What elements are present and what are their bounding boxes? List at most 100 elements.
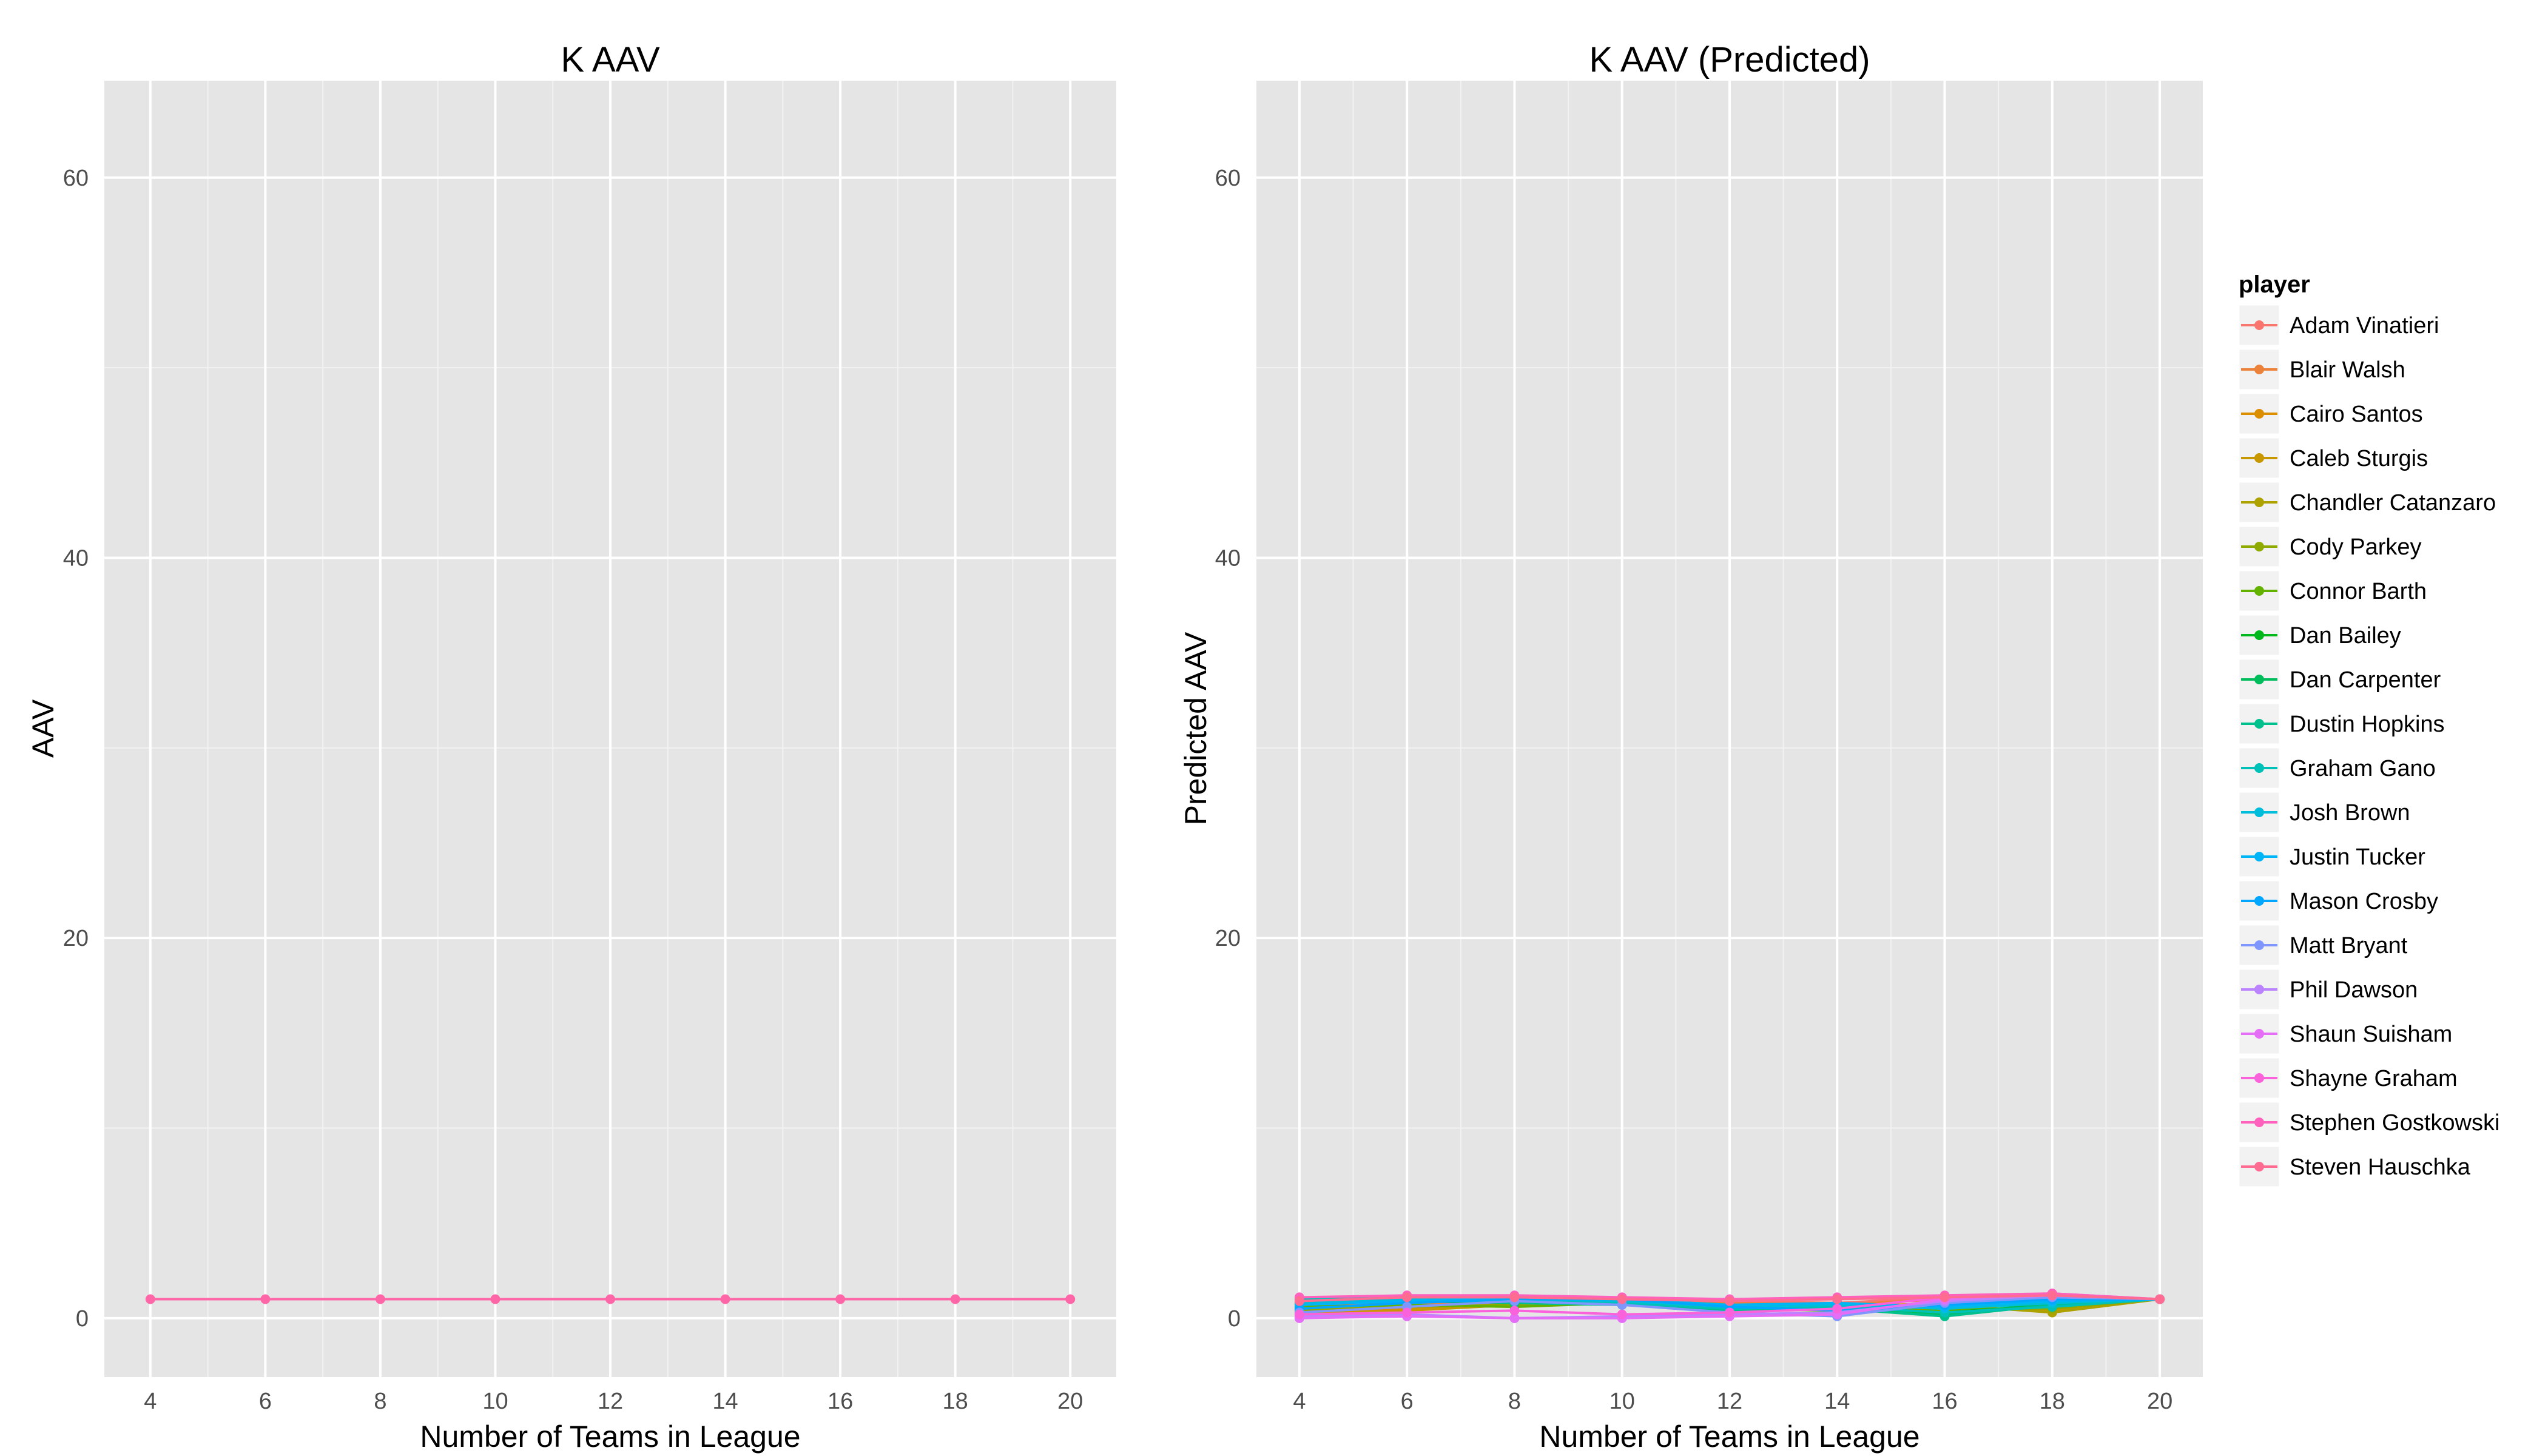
legend-key-point <box>2254 1117 2264 1127</box>
legend-label: Mason Crosby <box>2290 889 2438 914</box>
data-point <box>2047 1290 2057 1301</box>
legend-item: Blair Walsh <box>2237 348 2405 391</box>
y-tick-label: 60 <box>63 166 89 191</box>
legend-key-point <box>2254 1073 2264 1083</box>
legend-label: Dan Carpenter <box>2290 667 2441 693</box>
data-point <box>1294 1296 1304 1306</box>
y-tick-label: 0 <box>76 1306 89 1332</box>
legend-item: Chandler Catanzaro <box>2237 480 2496 524</box>
x-tick-label: 6 <box>1401 1389 1414 1414</box>
x-tick-label: 10 <box>1609 1389 1635 1414</box>
data-point <box>835 1294 846 1304</box>
data-point <box>1832 1304 1842 1314</box>
legend-key-point <box>2254 719 2264 729</box>
legend-item: Dan Bailey <box>2237 613 2401 657</box>
legend-label: Phil Dawson <box>2290 977 2418 1003</box>
data-point <box>2155 1294 2165 1304</box>
y-axis-title: Predicted AAV <box>1179 632 1213 825</box>
legend-label: Dustin Hopkins <box>2290 712 2445 737</box>
data-point <box>605 1294 615 1304</box>
legend-item: Caleb Sturgis <box>2237 436 2428 480</box>
x-tick-label: 6 <box>259 1389 272 1414</box>
legend-title: player <box>2239 271 2310 298</box>
x-tick-label: 18 <box>942 1389 968 1414</box>
legend-key-point <box>2254 896 2264 906</box>
legend-label: Dan Bailey <box>2290 623 2401 649</box>
data-point <box>1725 1296 1734 1306</box>
legend-label: Shayne Graham <box>2290 1066 2458 1091</box>
legend-label: Caleb Sturgis <box>2290 446 2428 471</box>
legend-item: Josh Brown <box>2237 790 2410 834</box>
legend-key-point <box>2254 1162 2264 1171</box>
x-tick-label: 4 <box>1293 1389 1306 1414</box>
series-layer <box>145 1294 1076 1304</box>
chart-title: K AAV <box>561 40 660 79</box>
legend-item: Stephen Gostkowski <box>2237 1100 2499 1144</box>
legend-key-point <box>2254 1029 2264 1039</box>
legend-item: Dustin Hopkins <box>2237 702 2445 746</box>
x-tick-label: 20 <box>2147 1389 2172 1414</box>
legend-label: Steven Hauschka <box>2290 1154 2471 1180</box>
data-point <box>1617 1294 1627 1304</box>
x-tick-label: 4 <box>144 1389 157 1414</box>
x-axis-title: Number of Teams in League <box>1539 1420 1919 1454</box>
legend-item: Cody Parkey <box>2237 525 2422 568</box>
x-tick-label: 12 <box>598 1389 623 1414</box>
y-tick-label: 40 <box>1215 545 1241 571</box>
data-point <box>1509 1313 1520 1323</box>
data-point <box>1065 1294 1076 1304</box>
gridlines <box>104 81 1116 1377</box>
y-tick-label: 60 <box>1215 166 1241 191</box>
legend-label: Shaun Suisham <box>2290 1022 2452 1047</box>
data-point <box>950 1294 960 1304</box>
data-point <box>1725 1307 1734 1318</box>
data-point <box>1940 1292 1950 1303</box>
x-tick-label: 12 <box>1717 1389 1742 1414</box>
data-point <box>1617 1309 1627 1320</box>
tick-labels: 4 6 8 10 12 14 16 18 20 0 20 40 60 <box>63 166 1084 1414</box>
legend-item: Matt Bryant <box>2237 923 2408 967</box>
series-layer <box>1294 1289 2165 1323</box>
legend-key-point <box>2254 763 2264 773</box>
legend-label: Graham Gano <box>2290 756 2436 781</box>
legend-key-point <box>2254 542 2264 551</box>
legend-key-point <box>2254 985 2264 994</box>
x-tick-label: 16 <box>827 1389 853 1414</box>
legend-item: Shaun Suisham <box>2237 1012 2452 1056</box>
y-tick-label: 0 <box>1228 1306 1241 1332</box>
x-tick-label: 16 <box>1932 1389 1957 1414</box>
legend-item: Cairo Santos <box>2237 392 2423 436</box>
data-point <box>260 1294 271 1304</box>
data-point <box>490 1294 500 1304</box>
y-tick-label: 40 <box>63 545 89 571</box>
x-tick-label: 14 <box>1824 1389 1850 1414</box>
data-point <box>1402 1307 1412 1318</box>
chart-k-aav: 4 6 8 10 12 14 16 18 20 0 20 40 60 K AAV Number of T… <box>26 40 1116 1454</box>
legend-key-point <box>2254 497 2264 507</box>
x-tick-label: 8 <box>374 1389 386 1414</box>
y-axis-title: AAV <box>26 699 60 758</box>
legend-items: Adam Vinatieri Blair Walsh Cairo Santos Cal… <box>2237 303 2499 1188</box>
legend-key-point <box>2254 807 2264 817</box>
legend-key-point <box>2254 940 2264 950</box>
legend-key-point <box>2254 630 2264 640</box>
y-tick-label: 20 <box>1215 926 1241 951</box>
chart-k-aav-predicted: 4 6 8 10 12 14 16 18 20 0 20 40 60 K AAV (Predicted)… <box>1179 40 2203 1454</box>
legend-label: Blair Walsh <box>2290 357 2405 383</box>
x-tick-label: 8 <box>1508 1389 1521 1414</box>
data-point <box>1509 1292 1520 1303</box>
data-point <box>145 1294 155 1304</box>
legend-item: Mason Crosby <box>2237 879 2438 923</box>
legend-label: Matt Bryant <box>2290 933 2408 959</box>
legend-item: Connor Barth <box>2237 569 2427 613</box>
legend-key-point <box>2254 852 2264 861</box>
y-tick-label: 20 <box>63 926 89 951</box>
legend-label: Josh Brown <box>2290 800 2410 826</box>
legend-key-point <box>2254 320 2264 330</box>
x-tick-label: 14 <box>712 1389 738 1414</box>
x-tick-label: 18 <box>2040 1389 2065 1414</box>
legend-label: Stephen Gostkowski <box>2290 1110 2499 1136</box>
legend-item: Justin Tucker <box>2237 835 2425 878</box>
legend-item: Adam Vinatieri <box>2237 303 2439 347</box>
